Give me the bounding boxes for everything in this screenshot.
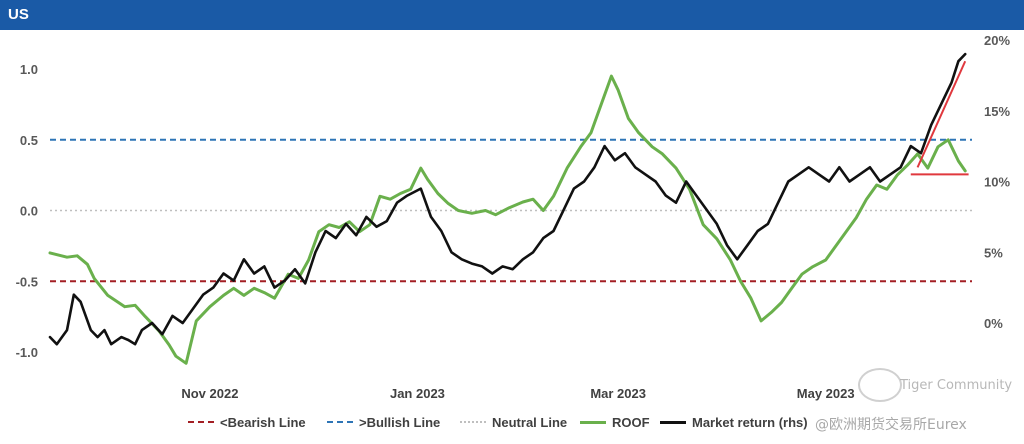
y-left-tick-label: 0.0 [20,204,38,219]
y-right-tick-label: 5% [984,245,1003,260]
y-right-tick-label: 20% [984,33,1010,48]
legend-label-roof: ROOF [612,414,650,430]
x-tick-label: May 2023 [797,386,855,401]
x-tick-label: Mar 2023 [590,386,646,401]
y-right-tick-label: 10% [984,175,1010,190]
legend-item-bullish: >Bullish Line [327,410,440,434]
legend-label-market-return: Market return (rhs) [692,414,808,430]
series-line-roof [48,74,967,365]
y-left-tick-label: 1.0 [20,62,38,77]
legend-label-bearish: <Bearish Line [220,414,306,430]
legend-item-bearish: <Bearish Line [188,410,306,434]
y-left-tick-label: -1.0 [16,345,38,360]
watermark-logo-icon [858,368,902,402]
annotation-line-0 [916,60,967,168]
y-left-tick-label: -0.5 [16,274,38,289]
chart-header-bar: US [0,0,1024,30]
x-tick-label: Jan 2023 [390,386,445,401]
series-line-market-return [48,52,967,346]
legend-label-bullish: >Bullish Line [359,414,441,430]
y-left-tick-label: 0.5 [20,133,38,148]
legend-label-neutral: Neutral Line [492,414,568,430]
chart-legend: <Bearish Line >Bullish Line Neutral Line… [0,410,1024,434]
watermark-line-1: Tiger Community [900,378,1013,393]
legend-item-neutral: Neutral Line [460,410,567,434]
watermark-line-2: @欧洲期货交易所Eurex [815,417,967,433]
y-right-tick-label: 0% [984,316,1003,331]
x-tick-label: Nov 2022 [181,386,238,401]
legend-item-market-return: Market return (rhs) [660,410,808,434]
y-right-tick-label: 15% [984,104,1010,119]
chart-title: US [8,6,29,23]
legend-item-roof: ROOF [580,410,650,434]
